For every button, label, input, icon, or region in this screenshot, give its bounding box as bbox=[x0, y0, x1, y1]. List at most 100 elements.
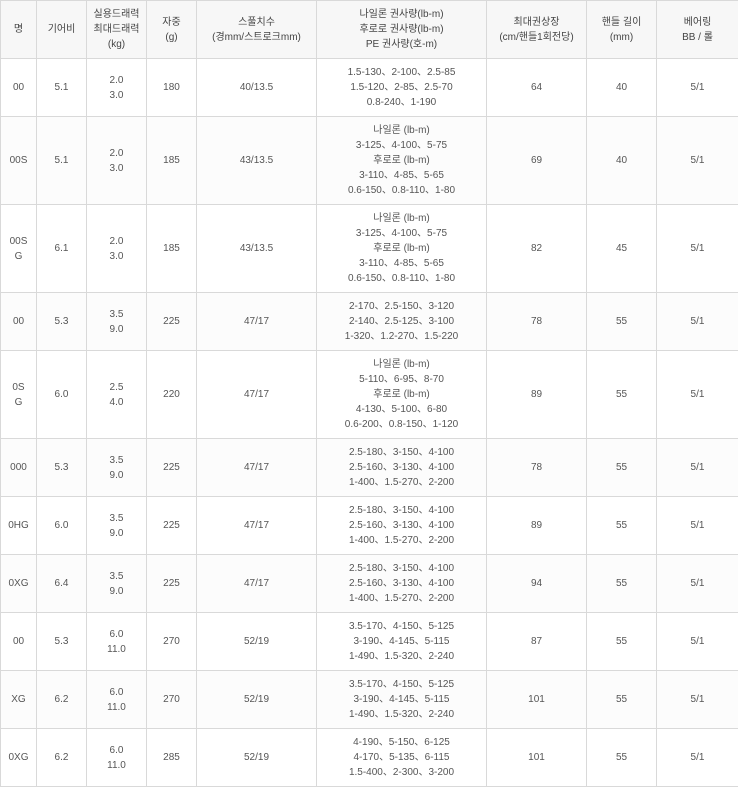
cell-bearing: 5/1 bbox=[657, 439, 738, 497]
cell-bearing: 5/1 bbox=[657, 497, 738, 555]
cell-name: 0S G bbox=[1, 351, 37, 439]
cell-line: 3.5-170、4-150、5-125 3-190、4-145、5-115 1-… bbox=[317, 671, 487, 729]
cell-weight: 185 bbox=[147, 117, 197, 205]
table-row: 0S G6.02.5 4.022047/17나일론 (lb-m) 5-110、6… bbox=[1, 351, 738, 439]
cell-weight: 225 bbox=[147, 497, 197, 555]
table-row: 005.12.0 3.018040/13.51.5-130、2-100、2.5-… bbox=[1, 59, 738, 117]
cell-drag: 3.5 9.0 bbox=[87, 555, 147, 613]
cell-spool: 43/13.5 bbox=[197, 205, 317, 293]
cell-spool: 40/13.5 bbox=[197, 59, 317, 117]
cell-name: 0XG bbox=[1, 555, 37, 613]
cell-weight: 225 bbox=[147, 439, 197, 497]
cell-bearing: 5/1 bbox=[657, 351, 738, 439]
cell-name: 00 bbox=[1, 293, 37, 351]
col-header-line: 나일론 권사량(lb-m) 후로로 권사량(lb-m) PE 권사량(호-m) bbox=[317, 1, 487, 59]
cell-drag: 6.0 11.0 bbox=[87, 729, 147, 787]
cell-bearing: 5/1 bbox=[657, 555, 738, 613]
cell-line: 4-190、5-150、6-125 4-170、5-135、6-115 1.5-… bbox=[317, 729, 487, 787]
cell-weight: 285 bbox=[147, 729, 197, 787]
cell-gear: 5.3 bbox=[37, 439, 87, 497]
cell-weight: 225 bbox=[147, 555, 197, 613]
cell-line: 나일론 (lb-m) 3-125、4-100、5-75 후로로 (lb-m) 3… bbox=[317, 117, 487, 205]
cell-gear: 6.2 bbox=[37, 729, 87, 787]
cell-gear: 6.2 bbox=[37, 671, 87, 729]
col-header-drag: 실용드래력 최대드래력 (kg) bbox=[87, 1, 147, 59]
col-header-weight: 자중 (g) bbox=[147, 1, 197, 59]
table-body: 005.12.0 3.018040/13.51.5-130、2-100、2.5-… bbox=[1, 59, 738, 787]
table-row: 00S5.12.0 3.018543/13.5나일론 (lb-m) 3-125、… bbox=[1, 117, 738, 205]
table-row: 00S G6.12.0 3.018543/13.5나일론 (lb-m) 3-12… bbox=[1, 205, 738, 293]
cell-name: 000 bbox=[1, 439, 37, 497]
cell-spool: 47/17 bbox=[197, 555, 317, 613]
cell-gear: 5.3 bbox=[37, 613, 87, 671]
cell-handle: 55 bbox=[587, 671, 657, 729]
cell-handle: 55 bbox=[587, 497, 657, 555]
cell-spool: 47/17 bbox=[197, 439, 317, 497]
cell-name: 0XG bbox=[1, 729, 37, 787]
cell-weight: 225 bbox=[147, 293, 197, 351]
cell-name: 00 bbox=[1, 59, 37, 117]
cell-spool: 43/13.5 bbox=[197, 117, 317, 205]
cell-spool: 52/19 bbox=[197, 671, 317, 729]
cell-retrieve: 101 bbox=[487, 671, 587, 729]
cell-retrieve: 69 bbox=[487, 117, 587, 205]
cell-name: 00S bbox=[1, 117, 37, 205]
cell-spool: 47/17 bbox=[197, 293, 317, 351]
cell-name: 00S G bbox=[1, 205, 37, 293]
cell-drag: 2.5 4.0 bbox=[87, 351, 147, 439]
cell-line: 나일론 (lb-m) 3-125、4-100、5-75 후로로 (lb-m) 3… bbox=[317, 205, 487, 293]
cell-retrieve: 101 bbox=[487, 729, 587, 787]
cell-retrieve: 87 bbox=[487, 613, 587, 671]
cell-retrieve: 82 bbox=[487, 205, 587, 293]
table-row: 0HG6.03.5 9.022547/172.5-180、3-150、4-100… bbox=[1, 497, 738, 555]
cell-weight: 180 bbox=[147, 59, 197, 117]
cell-retrieve: 78 bbox=[487, 439, 587, 497]
cell-retrieve: 94 bbox=[487, 555, 587, 613]
cell-handle: 45 bbox=[587, 205, 657, 293]
cell-bearing: 5/1 bbox=[657, 59, 738, 117]
cell-gear: 6.1 bbox=[37, 205, 87, 293]
cell-handle: 55 bbox=[587, 555, 657, 613]
cell-gear: 6.0 bbox=[37, 497, 87, 555]
table-row: 005.33.5 9.022547/172-170、2.5-150、3-120 … bbox=[1, 293, 738, 351]
cell-bearing: 5/1 bbox=[657, 293, 738, 351]
cell-spool: 47/17 bbox=[197, 351, 317, 439]
cell-spool: 47/17 bbox=[197, 497, 317, 555]
table-row: 0XG6.43.5 9.022547/172.5-180、3-150、4-100… bbox=[1, 555, 738, 613]
cell-gear: 6.4 bbox=[37, 555, 87, 613]
cell-retrieve: 64 bbox=[487, 59, 587, 117]
cell-weight: 220 bbox=[147, 351, 197, 439]
cell-line: 2.5-180、3-150、4-100 2.5-160、3-130、4-100 … bbox=[317, 497, 487, 555]
cell-weight: 185 bbox=[147, 205, 197, 293]
table-row: 0XG6.26.0 11.028552/194-190、5-150、6-125 … bbox=[1, 729, 738, 787]
table-row: XG6.26.0 11.027052/193.5-170、4-150、5-125… bbox=[1, 671, 738, 729]
cell-handle: 55 bbox=[587, 613, 657, 671]
cell-name: 00 bbox=[1, 613, 37, 671]
cell-handle: 55 bbox=[587, 729, 657, 787]
cell-handle: 55 bbox=[587, 439, 657, 497]
cell-drag: 3.5 9.0 bbox=[87, 439, 147, 497]
cell-bearing: 5/1 bbox=[657, 613, 738, 671]
cell-weight: 270 bbox=[147, 613, 197, 671]
spec-table: 명기어비실용드래력 최대드래력 (kg)자중 (g)스풀치수 (경mm/스트로크… bbox=[0, 0, 738, 787]
table-row: 0005.33.5 9.022547/172.5-180、3-150、4-100… bbox=[1, 439, 738, 497]
cell-drag: 3.5 9.0 bbox=[87, 293, 147, 351]
col-header-gear: 기어비 bbox=[37, 1, 87, 59]
cell-gear: 5.1 bbox=[37, 117, 87, 205]
table-row: 005.36.0 11.027052/193.5-170、4-150、5-125… bbox=[1, 613, 738, 671]
cell-weight: 270 bbox=[147, 671, 197, 729]
cell-name: XG bbox=[1, 671, 37, 729]
col-header-retrieve: 최대권상장 (cm/핸들1회전당) bbox=[487, 1, 587, 59]
cell-spool: 52/19 bbox=[197, 729, 317, 787]
cell-handle: 40 bbox=[587, 59, 657, 117]
cell-line: 2-170、2.5-150、3-120 2-140、2.5-125、3-100 … bbox=[317, 293, 487, 351]
cell-drag: 2.0 3.0 bbox=[87, 205, 147, 293]
cell-line: 1.5-130、2-100、2.5-85 1.5-120、2-85、2.5-70… bbox=[317, 59, 487, 117]
cell-drag: 6.0 11.0 bbox=[87, 671, 147, 729]
cell-retrieve: 89 bbox=[487, 351, 587, 439]
cell-line: 2.5-180、3-150、4-100 2.5-160、3-130、4-100 … bbox=[317, 555, 487, 613]
cell-bearing: 5/1 bbox=[657, 729, 738, 787]
cell-drag: 6.0 11.0 bbox=[87, 613, 147, 671]
cell-gear: 5.1 bbox=[37, 59, 87, 117]
cell-handle: 55 bbox=[587, 351, 657, 439]
